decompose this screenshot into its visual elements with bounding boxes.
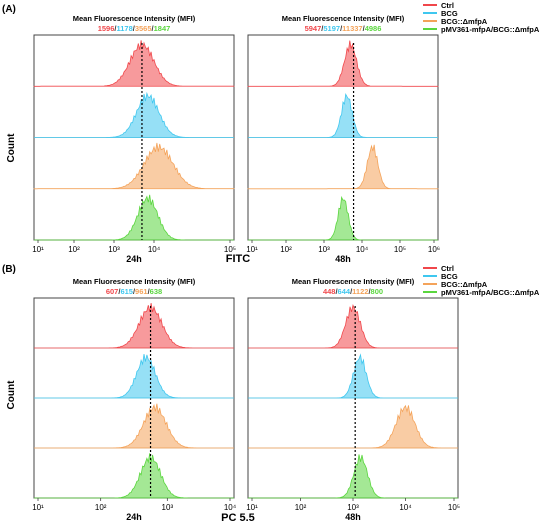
mfi-title: Mean Fluorescence Intensity (MFI): [282, 14, 405, 23]
histogram-bcg: [248, 353, 458, 399]
y-axis-label-b: Count: [6, 380, 17, 410]
mfi-value: 1178: [116, 24, 132, 33]
legend-b-label-bcg: BCG: [441, 272, 458, 281]
x-tick-label: 10¹: [246, 503, 258, 512]
histogram-bcg: [34, 91, 234, 138]
mfi-separator: /: [114, 24, 117, 33]
mfi-separator: /: [321, 24, 324, 33]
x-tick-label: 10¹: [246, 245, 258, 254]
legend-b-label-complement: pMV361-mfpA/BCG::ΔmfpA: [441, 288, 540, 297]
mfi-value: 961: [135, 287, 148, 296]
histogram-bcg-mfpa: [34, 403, 234, 449]
mfi-value: 615: [120, 287, 133, 296]
histogram-pmv361-mfpa-bcg-mfpa: [34, 194, 234, 241]
x-axis-label-a: FITC: [226, 253, 250, 265]
timepoint-label: 24h: [126, 512, 142, 522]
mfi-title: Mean Fluorescence Intensity (MFI): [73, 14, 196, 23]
histogram-a-48h: Mean Fluorescence Intensity (MFI)5947/51…: [246, 14, 440, 264]
x-tick-label: 10⁵: [224, 245, 236, 254]
mfi-separator: /: [335, 287, 338, 296]
x-axis-label-b: PC 5.5: [221, 512, 255, 524]
mfi-title: Mean Fluorescence Intensity (MFI): [73, 277, 196, 286]
mfi-separator: /: [133, 24, 136, 33]
x-tick-label: 10⁵: [448, 503, 460, 512]
histogram-pmv361-mfpa-bcg-mfpa: [248, 454, 458, 499]
mfi-values: 5947/5197/11337/4986: [305, 24, 382, 33]
x-tick-label: 10³: [318, 245, 330, 254]
x-tick-label: 10³: [162, 503, 174, 512]
mfi-separator: /: [148, 287, 151, 296]
y-axis-label-a: Count: [6, 133, 17, 163]
mfi-value: 5197: [323, 24, 340, 33]
mfi-separator: /: [350, 287, 353, 296]
histogram-bcg-mfpa: [247, 144, 439, 190]
mfi-value: 4986: [365, 24, 382, 33]
histogram-bcg: [248, 93, 438, 138]
x-tick-label: 10⁴: [356, 245, 369, 254]
mfi-separator: /: [340, 24, 343, 33]
x-tick-label: 10³: [347, 503, 359, 512]
mfi-values: 448/644/1122/800: [323, 287, 383, 296]
legend-b-label-ctrl: Ctrl: [441, 264, 454, 273]
legend-a-label-ctrl: Ctrl: [441, 1, 454, 10]
histogram-b-48h: Mean Fluorescence Intensity (MFI)448/644…: [246, 277, 460, 522]
x-tick-label: 10²: [68, 245, 80, 254]
panel-label-a: (A): [2, 4, 16, 15]
mfi-value: 644: [338, 287, 351, 296]
histogram-pmv361-mfpa-bcg-mfpa: [248, 195, 438, 241]
x-tick-label: 10²: [295, 503, 307, 512]
legend-a-label-bcg: BCG: [441, 9, 458, 18]
mfi-separator: /: [368, 287, 371, 296]
mfi-values: 1596/1178/3565/1847: [98, 24, 171, 33]
histogram-b-24h: Mean Fluorescence Intensity (MFI)607/615…: [32, 277, 237, 522]
mfi-separator: /: [118, 287, 121, 296]
histogram-ctrl: [34, 303, 234, 349]
histogram-bcg: [34, 354, 234, 399]
x-tick-label: 10²: [95, 503, 107, 512]
mfi-value: 3565: [135, 24, 152, 33]
x-tick-label: 10⁴: [399, 503, 412, 512]
legend-a-label-complement: pMV361-mfpA/BCG::ΔmfpA: [441, 25, 540, 34]
panel-label-b: (B): [2, 264, 16, 275]
legend-b: Ctrl BCG BCG::ΔmfpA pMV361-mfpA/BCG::Δmf…: [423, 264, 540, 297]
mfi-value: 607: [106, 287, 119, 296]
histogram-ctrl: [247, 40, 439, 87]
histogram-a-24h: Mean Fluorescence Intensity (MFI)1596/11…: [32, 14, 236, 264]
x-tick-label: 10⁵: [394, 245, 406, 254]
timepoint-label: 48h: [335, 254, 351, 264]
x-tick-label: 10³: [108, 245, 120, 254]
mfi-value: 11337: [342, 24, 362, 33]
legend-b-label-mutant: BCG::ΔmfpA: [441, 280, 488, 289]
x-tick-label: 10⁴: [148, 245, 161, 254]
x-tick-label: 10⁶: [428, 245, 440, 254]
histogram-bcg-mfpa: [33, 142, 235, 190]
legend-a: Ctrl BCG BCG::ΔmfpA pMV361-mfpA/BCG::Δmf…: [423, 1, 540, 34]
x-tick-label: 10¹: [32, 503, 44, 512]
mfi-value: 1596: [98, 24, 115, 33]
timepoint-label: 24h: [126, 254, 142, 264]
x-tick-label: 10⁴: [224, 503, 237, 512]
legend-a-label-mutant: BCG::ΔmfpA: [441, 17, 488, 26]
histogram-ctrl: [33, 40, 235, 87]
mfi-separator: /: [363, 24, 366, 33]
mfi-title: Mean Fluorescence Intensity (MFI): [292, 277, 415, 286]
histogram-ctrl: [248, 304, 458, 349]
x-tick-label: 10¹: [32, 245, 44, 254]
mfi-value: 1122: [352, 287, 368, 296]
mfi-value: 1847: [154, 24, 171, 33]
mfi-values: 607/615/961/638: [106, 287, 162, 296]
timepoint-label: 48h: [345, 512, 361, 522]
histogram-bcg-mfpa: [248, 404, 458, 449]
mfi-value: 448: [323, 287, 336, 296]
histogram-pmv361-mfpa-bcg-mfpa: [34, 453, 234, 499]
x-tick-label: 10²: [280, 245, 292, 254]
mfi-value: 800: [371, 287, 384, 296]
mfi-separator: /: [152, 24, 155, 33]
mfi-value: 5947: [305, 24, 322, 33]
mfi-separator: /: [133, 287, 136, 296]
mfi-value: 638: [150, 287, 163, 296]
